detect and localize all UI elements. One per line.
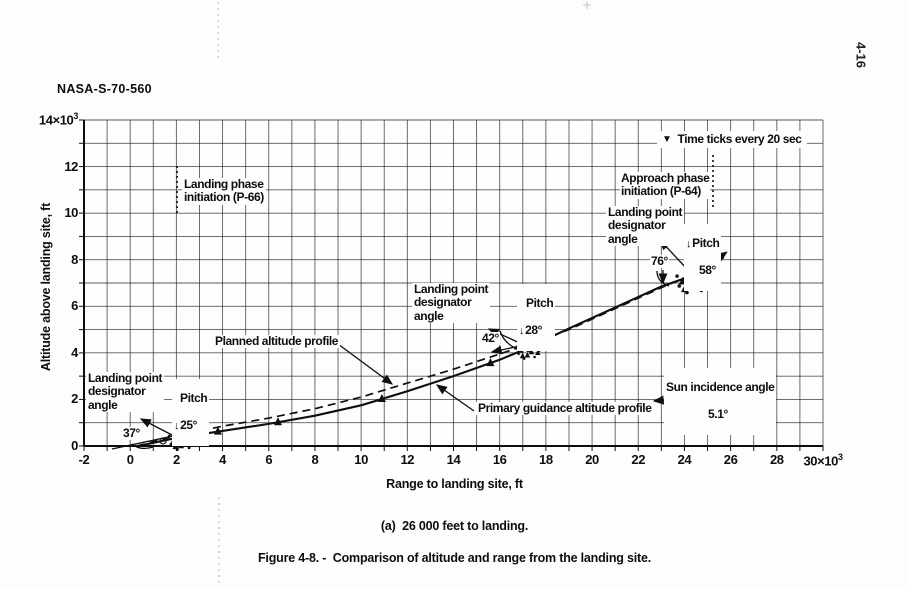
x-tick-label: 26 [723, 452, 738, 467]
time-tick-icon: ▼ [662, 133, 672, 145]
y-tick-label: 10 [64, 204, 78, 220]
x-tick-label: 30×103 [803, 452, 843, 469]
annotation-approach-phase-initiation: Approach phase initiation (P-64) [620, 171, 711, 199]
subfigure-caption: (a) 26 000 feet to landing. [380, 519, 529, 533]
x-tick-label: 6 [265, 452, 273, 467]
annotation-pitch-right: ↓ Pitch 58° [684, 224, 722, 292]
x-axis-title: Range to landing site, ft [386, 477, 523, 491]
x-tick-label: 20 [585, 452, 599, 467]
annotation-lpd-angle-value-right: 76° [650, 254, 669, 269]
y-tick-label: 12 [64, 158, 78, 174]
y-tick-label: 6 [71, 298, 78, 314]
annotation-lpd-angle-value-left: 37° [122, 426, 141, 441]
x-tick-label: -2 [78, 452, 90, 467]
annotation-planned-profile-label: Planned altitude profile [213, 334, 341, 349]
legend-label: Time ticks every 20 sec [677, 132, 802, 146]
x-tick-label: 22 [631, 452, 646, 467]
annotation-landing-point-designator-right: Landing point designator angle [606, 205, 685, 247]
figure-caption: Figure 4-8. - Comparison of altitude and… [258, 551, 651, 565]
annotation-landing-point-designator-left: Landing point designator angle [86, 371, 165, 413]
y-tick-label: 0 [71, 437, 78, 453]
pitch-value: 58° [699, 263, 716, 278]
annotation-pitch-mid: Pitch ↓ 28° [517, 284, 556, 352]
page-number: 4-16 [853, 41, 869, 69]
pitch-down-arrow-icon: ↓ [519, 324, 525, 337]
x-tick-label: 2 [172, 452, 180, 467]
y-tick-label: 8 [71, 251, 78, 267]
y-axis-title: Altitude above landing site, ft [39, 202, 53, 372]
pitch-down-arrow-icon: ↓ [174, 419, 180, 432]
x-tick-label: 8 [311, 452, 319, 467]
pitch-down-arrow-icon: ↓ [686, 237, 692, 250]
x-tick-label: 18 [539, 452, 553, 467]
x-tick-label: 16 [492, 452, 507, 467]
x-tick-label: 12 [400, 452, 415, 467]
legend: ▼ Time ticks every 20 sec [657, 131, 807, 149]
annotation-landing-phase-initiation: Landing phase initiation (P-66) [182, 177, 266, 205]
annotation-primary-profile-label: Primary guidance altitude profile [476, 401, 654, 416]
x-tick-label: 4 [219, 452, 226, 467]
annotation-sun-incidence: Sun incidence angle 5.1° [664, 368, 777, 436]
x-tick-label: 10 [354, 452, 368, 467]
y-tick-label: 2 [71, 391, 78, 407]
annotation-lpd-angle-value-mid: 42° [481, 331, 500, 346]
report-id: NASA-S-70-560 [57, 82, 152, 96]
y-tick-label: 4 [71, 344, 78, 360]
annotation-pitch-left: Pitch ↓ 25° [172, 379, 210, 447]
x-tick-label: 24 [677, 452, 692, 467]
annotation-landing-point-designator-mid: Landing point designator angle [412, 282, 491, 324]
x-tick-label: 0 [126, 452, 134, 467]
y-tick-label: 14×103 [38, 111, 78, 128]
pitch-value: 28° [525, 323, 543, 338]
x-tick-label: 14 [446, 452, 461, 467]
pitch-value: 25° [180, 418, 198, 433]
sun-angle-value: 5.1° [666, 407, 742, 422]
x-tick-label: 28 [769, 452, 784, 467]
